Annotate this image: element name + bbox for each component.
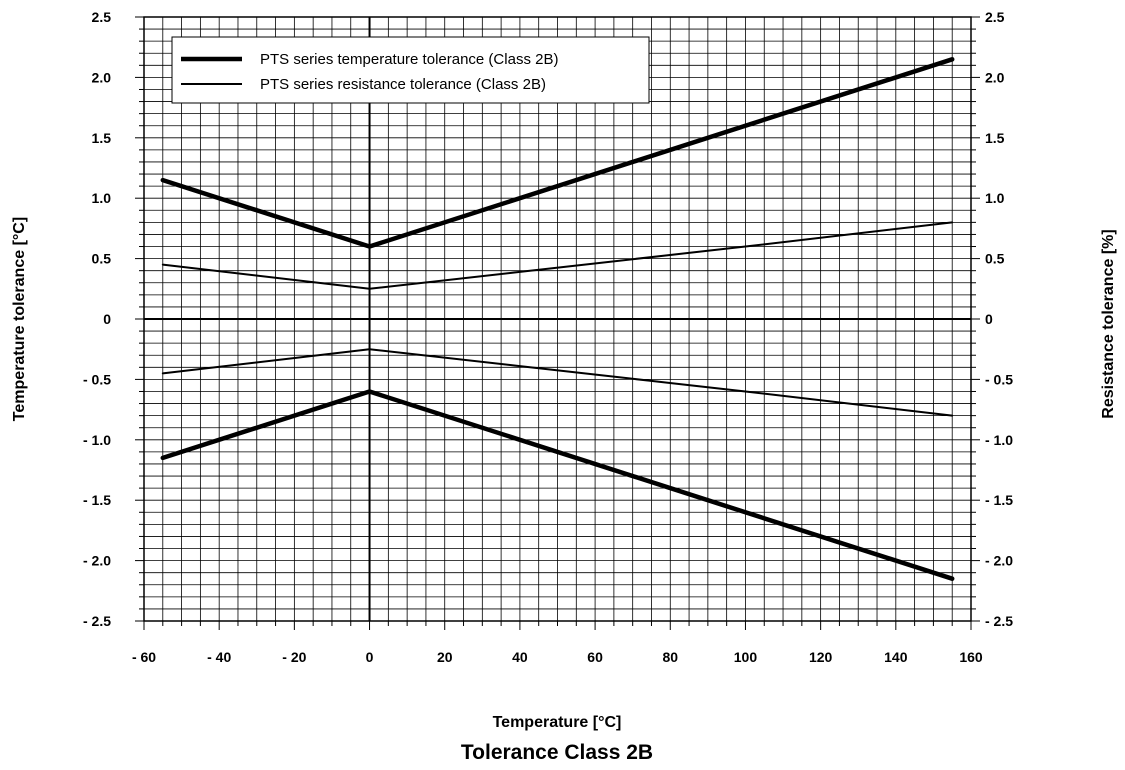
resistance-tolerance-upper-line	[161, 221, 954, 290]
x-tick-label: 60	[587, 649, 603, 665]
x-tick-label: - 40	[207, 649, 231, 665]
y-tick-label-right: 0	[985, 311, 993, 327]
y-tick-label-right: 2.5	[985, 9, 1005, 25]
y-axis-title-right: Resistance tolerance [%]	[1100, 229, 1117, 418]
chart-title: Tolerance Class 2B	[461, 741, 653, 764]
x-tick-label: 140	[884, 649, 908, 665]
x-tick-label: - 60	[132, 649, 156, 665]
x-tick-label: 160	[959, 649, 983, 665]
y-tick-label-right: 1.0	[985, 190, 1005, 206]
y-tick-label-left: 1.5	[92, 130, 112, 146]
legend-label-temperature: PTS series temperature tolerance (Class …	[260, 51, 558, 68]
y-tick-label-right: - 0.5	[985, 371, 1013, 387]
y-tick-label-left: 2.5	[92, 9, 112, 25]
axes	[143, 16, 972, 622]
legend-label-resistance: PTS series resistance tolerance (Class 2…	[260, 76, 546, 93]
y-tick-label-left: - 0.5	[83, 371, 111, 387]
y-tick-label-right: 1.5	[985, 130, 1005, 146]
y-tick-label-left: - 1.0	[83, 432, 111, 448]
y-tick-label-right: 0.5	[985, 251, 1005, 267]
y-tick-label-right: - 1.0	[985, 432, 1013, 448]
x-tick-label: 20	[437, 649, 453, 665]
y-tick-label-right: - 1.5	[985, 492, 1013, 508]
legend: PTS series temperature tolerance (Class …	[171, 36, 650, 104]
x-tick-label: - 20	[282, 649, 306, 665]
y-tick-label-left: - 1.5	[83, 492, 111, 508]
x-tick-label: 120	[809, 649, 833, 665]
y-tick-label-right: - 2.0	[985, 553, 1013, 569]
y-tick-label-left: 2.0	[92, 69, 112, 85]
tick-labels: - 60 - 40 - 20 0 20 40 60 80 100 120 140 160 2.5 2.5 2…	[83, 9, 1013, 665]
x-tick-label: 100	[734, 649, 758, 665]
temperature-tolerance-lower-line	[160, 389, 955, 581]
y-axis-title-left: Temperature tolerance [°C]	[11, 217, 28, 421]
tick-marks	[135, 16, 980, 630]
y-tick-label-left: 1.0	[92, 190, 112, 206]
y-tick-label-left: - 2.0	[83, 553, 111, 569]
y-tick-label-left: 0.5	[92, 251, 112, 267]
temperature-tolerance-upper-line	[160, 57, 955, 249]
y-tick-label-left: 0	[103, 311, 111, 327]
x-tick-label: 80	[662, 649, 678, 665]
x-tick-label: 0	[366, 649, 374, 665]
y-tick-label-right: - 2.5	[985, 613, 1013, 629]
series-lines	[160, 57, 955, 581]
x-axis-title: Temperature [°C]	[493, 714, 622, 731]
y-tick-label-right: 2.0	[985, 69, 1005, 85]
resistance-tolerance-lower-line	[161, 348, 954, 417]
x-tick-label: 40	[512, 649, 528, 665]
y-tick-label-left: - 2.5	[83, 613, 111, 629]
legend-box	[171, 36, 650, 104]
